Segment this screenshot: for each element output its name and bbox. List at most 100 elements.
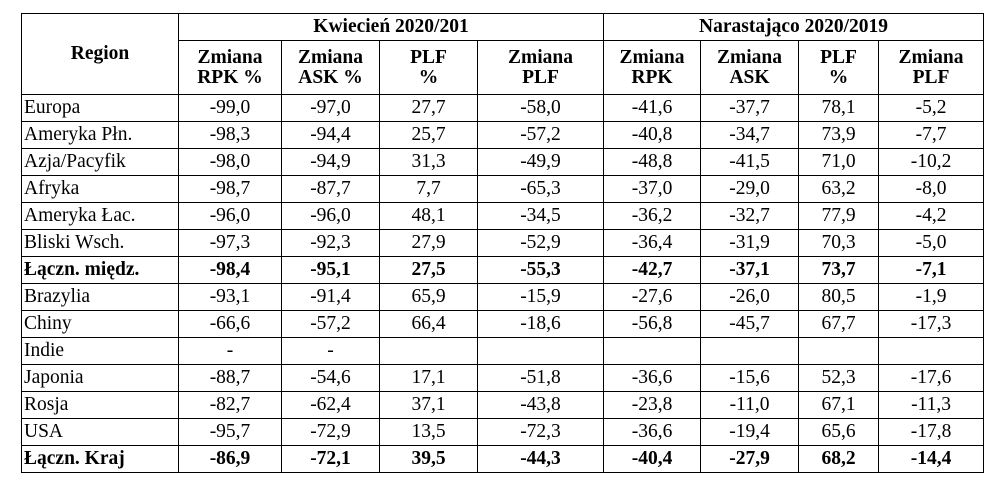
column-header: Zmiana PLF bbox=[476, 40, 605, 95]
value-cell: -40,4 bbox=[603, 445, 702, 473]
table-row: Japonia -88,7 -54,6 17,1 -51,8 -36,6 -15,6 52,3… bbox=[21, 364, 985, 392]
table-row: Ameryka Płn. -98,3 -94,4 25,7 -57,2 -40,8 -34,… bbox=[21, 121, 985, 149]
value-cell: -54,6 bbox=[281, 364, 380, 392]
value-cell: -34,7 bbox=[700, 121, 800, 149]
value-cell: 7,7 bbox=[379, 175, 478, 203]
value-cell: -98,4 bbox=[178, 256, 282, 284]
region-cell: Europa bbox=[21, 94, 179, 122]
column-header: PLF% bbox=[379, 40, 478, 95]
value-cell: -11,0 bbox=[700, 391, 800, 419]
value-cell: -58,0 bbox=[476, 94, 605, 122]
region-cell: Indie bbox=[21, 337, 179, 365]
value-cell: -41,6 bbox=[603, 94, 702, 122]
column-header-line2: ASK % bbox=[298, 66, 363, 88]
value-cell: -94,4 bbox=[281, 121, 380, 149]
value-cell: -43,8 bbox=[476, 391, 605, 419]
value-cell: -18,6 bbox=[476, 310, 605, 338]
value-cell: 66,4 bbox=[379, 310, 478, 338]
value-cell bbox=[798, 337, 880, 365]
value-cell: -86,9 bbox=[178, 445, 282, 473]
value-cell: -34,5 bbox=[476, 202, 605, 230]
value-cell: 37,1 bbox=[379, 391, 478, 419]
value-cell: -10,2 bbox=[878, 148, 985, 176]
value-cell: 67,1 bbox=[798, 391, 880, 419]
value-cell: -91,4 bbox=[281, 283, 380, 311]
value-cell: 65,9 bbox=[379, 283, 478, 311]
value-cell: 48,1 bbox=[379, 202, 478, 230]
column-header-line2: PLF bbox=[522, 66, 559, 88]
column-header-line1: Zmiana bbox=[197, 47, 263, 68]
value-cell: 70,3 bbox=[798, 229, 880, 257]
value-cell: -93,1 bbox=[178, 283, 282, 311]
value-cell: -98,0 bbox=[178, 148, 282, 176]
value-cell: -36,6 bbox=[603, 418, 702, 446]
value-cell: -41,5 bbox=[700, 148, 800, 176]
value-cell: -45,7 bbox=[700, 310, 800, 338]
value-cell: -51,8 bbox=[476, 364, 605, 392]
column-header-line2: ASK bbox=[729, 66, 770, 88]
column-header: Zmiana PLF bbox=[878, 40, 985, 95]
table-row: Azja/Pacyfik -98,0 -94,9 31,3 -49,9 -48,8 -41,… bbox=[21, 148, 985, 176]
column-header: PLF% bbox=[798, 40, 880, 95]
value-cell: -40,8 bbox=[603, 121, 702, 149]
column-header: Zmiana RPK bbox=[603, 40, 702, 95]
value-cell: -8,0 bbox=[878, 175, 985, 203]
value-cell: -27,9 bbox=[700, 445, 800, 473]
value-cell: -87,7 bbox=[281, 175, 380, 203]
value-cell: -55,3 bbox=[476, 256, 605, 284]
region-cell: Japonia bbox=[21, 364, 179, 392]
value-cell: -42,7 bbox=[603, 256, 702, 284]
value-cell: -37,1 bbox=[700, 256, 800, 284]
region-cell: Bliski Wsch. bbox=[21, 229, 179, 257]
value-cell: -56,8 bbox=[603, 310, 702, 338]
value-cell: -44,3 bbox=[476, 445, 605, 473]
value-cell: 73,9 bbox=[798, 121, 880, 149]
region-cell: Ameryka Łac. bbox=[21, 202, 179, 230]
table-row: Rosja -82,7 -62,4 37,1 -43,8 -23,8 -11,0 67,1 -1… bbox=[21, 391, 985, 419]
value-cell: -4,2 bbox=[878, 202, 985, 230]
table-row: Łączn. Kraj -86,9 -72,1 39,5 -44,3 -40,4 -27,9… bbox=[21, 445, 985, 473]
value-cell: -96,0 bbox=[178, 202, 282, 230]
value-cell: 65,6 bbox=[798, 418, 880, 446]
value-cell: -29,0 bbox=[700, 175, 800, 203]
group-header-row: Region Kwiecień 2020/201 Narastająco 202… bbox=[21, 13, 985, 95]
value-cell bbox=[603, 337, 702, 365]
value-cell: 63,2 bbox=[798, 175, 880, 203]
value-cell: -72,3 bbox=[476, 418, 605, 446]
value-cell: -36,4 bbox=[603, 229, 702, 257]
column-header-line1: PLF bbox=[410, 47, 447, 68]
value-cell: -49,9 bbox=[476, 148, 605, 176]
value-cell: 27,9 bbox=[379, 229, 478, 257]
column-header-line1: Zmiana bbox=[619, 47, 685, 68]
value-cell: 80,5 bbox=[798, 283, 880, 311]
group-header-cumulative: Narastająco 2020/2019 bbox=[603, 13, 985, 41]
value-cell: -26,0 bbox=[700, 283, 800, 311]
value-cell: -7,1 bbox=[878, 256, 985, 284]
table-row: Brazylia -93,1 -91,4 65,9 -15,9 -27,6 -26,0 80,… bbox=[21, 283, 985, 311]
value-cell: 73,7 bbox=[798, 256, 880, 284]
column-header-line2: % bbox=[828, 66, 849, 88]
value-cell: 27,7 bbox=[379, 94, 478, 122]
value-cell: -57,2 bbox=[281, 310, 380, 338]
value-cell: 52,3 bbox=[798, 364, 880, 392]
value-cell: 13,5 bbox=[379, 418, 478, 446]
group-header-april: Kwiecień 2020/201 bbox=[177, 13, 605, 41]
value-cell: -88,7 bbox=[178, 364, 282, 392]
value-cell: -15,9 bbox=[476, 283, 605, 311]
value-cell: -95,7 bbox=[178, 418, 282, 446]
column-header: Zmiana ASK bbox=[700, 40, 800, 95]
value-cell: -31,9 bbox=[700, 229, 800, 257]
table-body: Europa -99,0 -97,0 27,7 -58,0 -41,6 -37,7 78,1-… bbox=[21, 94, 985, 473]
column-header-line2: RPK % bbox=[197, 66, 263, 88]
value-cell: 17,1 bbox=[379, 364, 478, 392]
value-cell: -94,9 bbox=[281, 148, 380, 176]
value-cell: -48,8 bbox=[603, 148, 702, 176]
value-cell: 68,2 bbox=[798, 445, 880, 473]
table-row: Indie - - bbox=[21, 337, 985, 365]
value-cell: -19,4 bbox=[700, 418, 800, 446]
value-cell: -62,4 bbox=[281, 391, 380, 419]
value-cell bbox=[878, 337, 985, 365]
value-cell: - bbox=[281, 337, 380, 365]
value-cell: -37,7 bbox=[700, 94, 800, 122]
value-cell: -82,7 bbox=[178, 391, 282, 419]
